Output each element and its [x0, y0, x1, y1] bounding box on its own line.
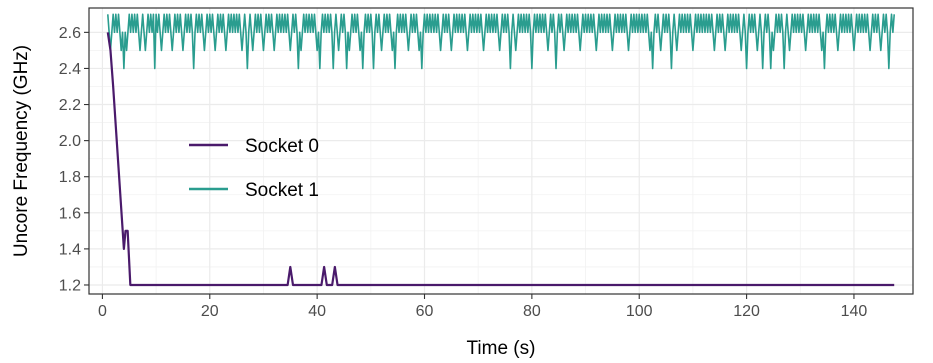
x-tick-label: 20 [201, 303, 219, 320]
y-tick-label: 2.4 [59, 61, 81, 78]
legend: Socket 0 Socket 1 [189, 136, 319, 201]
y-tick-label: 2.0 [59, 133, 81, 150]
y-tick-label: 2.6 [59, 25, 81, 42]
x-axis-ticks: 0 20 40 60 80 100 120 140 [98, 294, 867, 320]
legend-label-socket-1: Socket 1 [245, 180, 319, 201]
x-tick-label: 80 [523, 303, 541, 320]
y-tick-label: 2.2 [59, 97, 81, 114]
series-layer [106, 13, 896, 287]
plot-border [88, 7, 914, 295]
series-line-socket-1 [106, 13, 896, 70]
x-tick-label: 140 [841, 303, 868, 320]
x-tick-label: 0 [98, 303, 107, 320]
y-tick-label: 1.4 [59, 241, 81, 258]
y-tick-label: 1.8 [59, 169, 81, 186]
x-tick-label: 40 [308, 303, 326, 320]
x-tick-label: 100 [626, 303, 653, 320]
x-tick-label: 120 [733, 303, 760, 320]
y-axis-ticks: 1.2 1.4 1.6 1.8 2.0 2.2 2.4 2.6 [59, 25, 89, 294]
series-line-socket-0 [106, 32, 895, 287]
y-axis-title: Uncore Frequency (GHz) [11, 45, 32, 257]
legend-label-socket-0: Socket 0 [245, 136, 319, 157]
x-tick-label: 60 [416, 303, 434, 320]
x-axis-title: Time (s) [467, 338, 536, 359]
y-tick-label: 1.6 [59, 205, 81, 222]
y-tick-label: 1.2 [59, 277, 81, 294]
